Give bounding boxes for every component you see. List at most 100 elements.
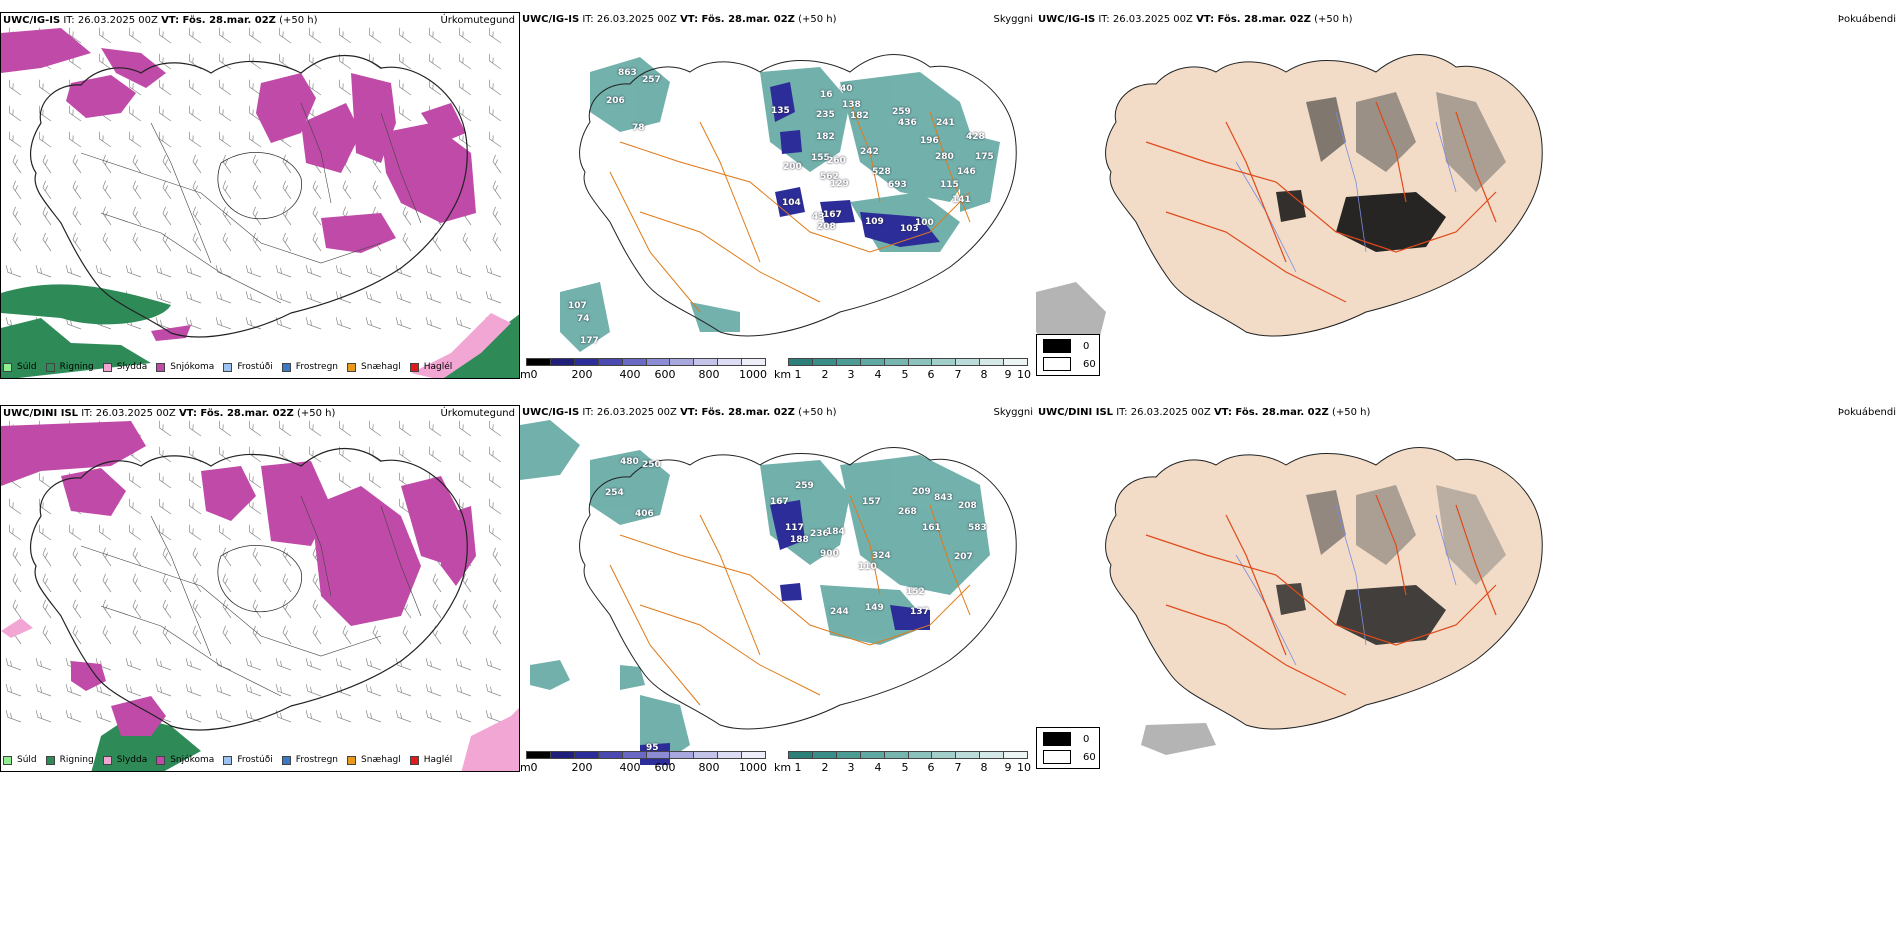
wind-barb-icon bbox=[369, 420, 382, 437]
cloud-base-unit: m bbox=[520, 761, 531, 772]
panel-field-title: Þokuábendi bbox=[1837, 14, 1896, 25]
wind-barb-icon bbox=[309, 53, 322, 70]
cloud-base-label: 206 bbox=[606, 96, 625, 106]
cloud-base-tick: 0 bbox=[530, 368, 538, 379]
iceland-coastline bbox=[29, 447, 468, 731]
wind-barb-icon bbox=[132, 547, 142, 567]
wind-barb-icon bbox=[339, 27, 352, 44]
panel-title: UWC/IG-IS IT: 26.03.2025 00Z VT: Fös. 28… bbox=[1038, 14, 1353, 25]
wind-barb-icon bbox=[432, 625, 442, 645]
road-lines bbox=[609, 101, 971, 313]
panel-field-title: Skyggni bbox=[993, 407, 1033, 418]
rain-area bbox=[1, 284, 519, 378]
iceland-coastline bbox=[579, 54, 1017, 337]
wind-barb-icon bbox=[309, 27, 322, 44]
legend-item: Slydda bbox=[102, 755, 147, 765]
wind-barb-icon bbox=[425, 658, 442, 671]
wind-barb-icon bbox=[492, 625, 502, 645]
wind-barb-icon bbox=[222, 573, 232, 593]
cloud-base-label: 436 bbox=[898, 118, 917, 128]
wind-barb-icon bbox=[39, 498, 52, 515]
wind-barb-icon bbox=[402, 206, 412, 226]
cloud-base-label: 208 bbox=[817, 222, 836, 232]
cloud-base-unit: m bbox=[520, 368, 531, 379]
wind-barb-icon bbox=[132, 180, 142, 200]
cloud-base-label: 406 bbox=[635, 509, 654, 519]
wind-barb-icon bbox=[129, 131, 142, 148]
legend-swatch bbox=[45, 755, 55, 765]
wind-barb-icon bbox=[459, 79, 472, 96]
wind-barb-icon bbox=[282, 154, 292, 174]
wind-barb-icon bbox=[189, 472, 202, 489]
wind-barb-icon bbox=[489, 53, 502, 70]
wind-barb-icon bbox=[312, 599, 322, 619]
visibility-tick: 10 bbox=[1017, 368, 1031, 379]
wind-barb-icon bbox=[455, 317, 472, 330]
cloud-base-label: 74 bbox=[577, 314, 590, 324]
wind-barb-icon bbox=[12, 599, 22, 619]
wind-barb-icon bbox=[365, 265, 382, 278]
cloud-base-label: 209 bbox=[912, 487, 931, 497]
wind-barb-icon bbox=[249, 472, 262, 489]
visibility-tick: 5 bbox=[901, 761, 909, 772]
wind-barb-icon bbox=[459, 53, 472, 70]
cloud-base-tick: 600 bbox=[654, 368, 676, 379]
wind-barb-icon bbox=[425, 265, 442, 278]
visibility-tick: 9 bbox=[1004, 761, 1012, 772]
cloud-base-label: 254 bbox=[605, 488, 624, 498]
wind-barb-icon bbox=[249, 105, 262, 122]
wind-barb-icon bbox=[155, 684, 172, 697]
wind-barb-icon bbox=[95, 265, 112, 278]
visibility-tick: 9 bbox=[1004, 368, 1012, 379]
cloud-base-label: 562 bbox=[820, 172, 839, 182]
wind-barb-icon bbox=[402, 232, 412, 252]
wind-barb-icon bbox=[189, 524, 202, 541]
wind-barb-icon bbox=[309, 79, 322, 96]
wind-barb-icon bbox=[369, 27, 382, 44]
cloud-visibility-panel-bottom: 480 250 254 406 259 167 117 188 236 184 … bbox=[520, 405, 1035, 772]
fog-indicator-panel-bottom: UWC/DINI ISL IT: 26.03.2025 00Z VT: Fös.… bbox=[1036, 405, 1900, 772]
wind-barb-icon bbox=[72, 232, 82, 252]
wind-barb-icon bbox=[245, 291, 262, 304]
wind-barb-icon bbox=[42, 154, 52, 174]
cloud-base-label: 236 bbox=[810, 529, 829, 539]
wind-barb-icon bbox=[312, 232, 322, 252]
wind-barb-icon bbox=[72, 180, 82, 200]
cloud-base-tick: 400 bbox=[619, 761, 641, 772]
wind-barb-icon bbox=[252, 232, 262, 252]
wind-barb-icon bbox=[339, 79, 352, 96]
cloud-base-label: 107 bbox=[568, 301, 587, 311]
visibility-tick: 2 bbox=[821, 761, 829, 772]
wind-barb-icon bbox=[489, 472, 502, 489]
legend-swatch bbox=[156, 755, 166, 765]
cloud-base-label: 146 bbox=[957, 167, 976, 177]
fog-legend-swatch bbox=[1043, 357, 1071, 371]
visibility-tick: 4 bbox=[874, 368, 882, 379]
iceland-coastline bbox=[29, 54, 468, 338]
cloud-base-label: 138 bbox=[842, 100, 861, 110]
precip-map-top bbox=[1, 27, 519, 378]
wind-barb-icon bbox=[162, 547, 172, 567]
wind-barb-icon bbox=[455, 265, 472, 278]
wind-barb-icon bbox=[222, 154, 232, 174]
wind-barb-icon bbox=[252, 547, 262, 567]
wind-barb-icon bbox=[132, 573, 142, 593]
panel-title: UWC/IG-IS IT: 26.03.2025 00Z VT: Fös. 28… bbox=[3, 15, 318, 26]
wind-barb-icon bbox=[365, 684, 382, 697]
wind-barb-icon bbox=[219, 27, 232, 44]
wind-barb-icon bbox=[425, 291, 442, 304]
legend-swatch bbox=[45, 362, 55, 372]
panel-title: UWC/IG-IS IT: 26.03.2025 00Z VT: Fös. 28… bbox=[522, 14, 837, 25]
cloud-base-label: 428 bbox=[966, 132, 985, 142]
wind-barb-icon bbox=[429, 27, 442, 44]
rain-area bbox=[91, 708, 519, 771]
cloud-base-colorbar: m 0 200 400 600 800 1000 bbox=[520, 751, 770, 772]
wind-barb-icon bbox=[399, 420, 412, 437]
wind-barb-icon bbox=[42, 547, 52, 567]
wind-barb-icon bbox=[72, 573, 82, 593]
wind-barb-icon bbox=[245, 317, 262, 330]
wind-barb-icon bbox=[192, 154, 202, 174]
wind-barb-icon bbox=[402, 625, 412, 645]
wind-barb-icon bbox=[279, 53, 292, 70]
wind-barb-icon bbox=[189, 420, 202, 437]
